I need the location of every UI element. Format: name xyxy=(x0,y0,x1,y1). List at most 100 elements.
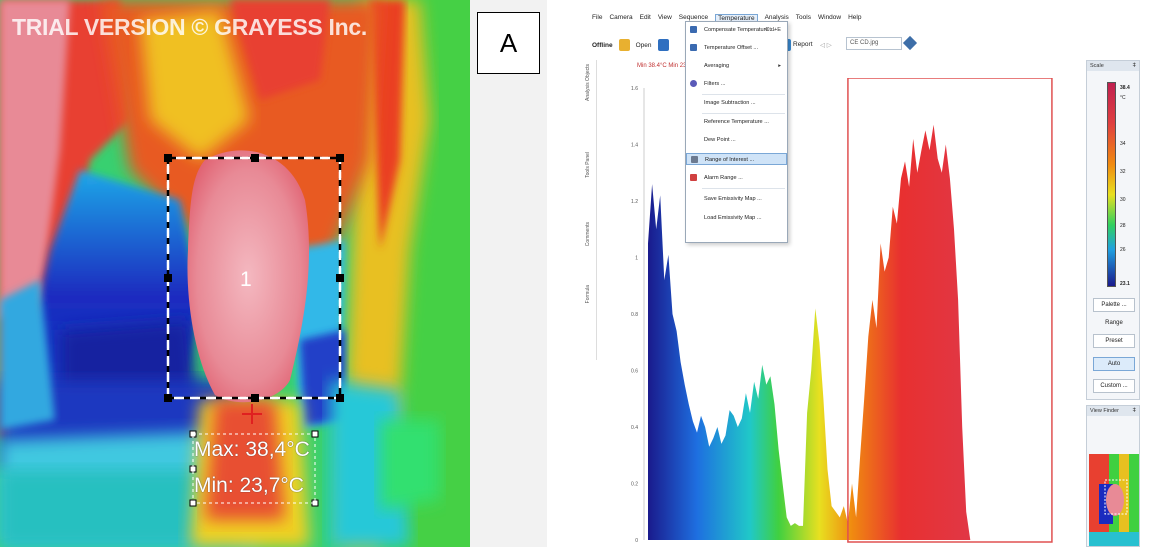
alarm-icon xyxy=(690,174,697,181)
diamond-icon[interactable] xyxy=(902,35,918,51)
compensate-icon xyxy=(690,26,697,33)
menu-window[interactable]: Window xyxy=(817,14,842,21)
thermal-image xyxy=(0,0,547,547)
scale-panel: Scale ǂ 38.4 °C 34 32 30 28 26 23.1 Palet… xyxy=(1086,60,1140,400)
offset-label: Temperature Offset ... xyxy=(704,45,758,51)
submenu-arrow-icon: ▸ xyxy=(778,63,781,69)
scale-tick: 32 xyxy=(1120,169,1126,175)
menu-analysis[interactable]: Analysis xyxy=(764,14,789,21)
temperature-readout: Min 38.4°C Min 23.7°C xyxy=(637,63,699,69)
menu-tools[interactable]: Tools xyxy=(795,14,811,21)
toolbar: Offline Open xyxy=(592,37,669,53)
scale-min-label: 23.1 xyxy=(1120,281,1130,287)
report-button[interactable]: Report xyxy=(793,41,813,48)
compensate-shortcut: Ctrl+E xyxy=(765,27,781,33)
panel-letter-a: A xyxy=(477,12,540,74)
averaging-label: Averaging xyxy=(704,63,730,69)
menu-camera[interactable]: Camera xyxy=(609,14,633,21)
menu-item-compensate-temperature[interactable]: Compensate Temperature ... Ctrl+E xyxy=(686,24,787,36)
menu-item-image-subtraction[interactable]: Image Subtraction ... xyxy=(686,97,787,109)
side-tabs: Analysis Objects Tools Panel Comments Fo… xyxy=(585,60,597,360)
y-tick-label: 1 xyxy=(635,256,638,262)
menu-item-reference-temperature[interactable]: Reference Temperature ... xyxy=(686,116,787,128)
menu-separator xyxy=(702,188,785,189)
scale-title: Scale xyxy=(1090,63,1104,69)
menu-file[interactable]: File xyxy=(592,14,603,21)
range-icon xyxy=(691,156,698,163)
histogram-area xyxy=(648,124,1056,540)
filters-label: Filters ... xyxy=(704,81,726,87)
y-tick-label: 0.4 xyxy=(631,425,638,431)
file-combo[interactable]: CE CD.jpg xyxy=(846,37,902,50)
offset-icon xyxy=(690,44,697,51)
scale-tick: 28 xyxy=(1120,223,1126,229)
menu-item-alarm-range[interactable]: Alarm Range ... xyxy=(686,172,787,184)
open-folder-icon[interactable] xyxy=(618,39,630,51)
trial-watermark: TRIAL VERSION © GRAYESS Inc. xyxy=(12,14,367,40)
pin-icon[interactable]: ǂ xyxy=(1132,63,1136,69)
nav-arrows-icon[interactable]: ◁ ▷ xyxy=(820,42,832,49)
range-of-interest-box[interactable] xyxy=(847,78,1053,543)
scale-unit-label: °C xyxy=(1120,95,1126,101)
save-icon[interactable] xyxy=(657,39,669,51)
menu-separator xyxy=(702,94,785,95)
save-emissivity-label: Save Emissivity Map ... xyxy=(704,196,762,202)
temperature-menu: Compensate Temperature ... Ctrl+E Tempera… xyxy=(685,21,788,243)
max-temperature-label: Max: 38,4°C xyxy=(194,438,310,461)
view-finder-thumbnail[interactable] xyxy=(1089,454,1139,546)
menu-item-save-emissivity[interactable]: Save Emissivity Map ... xyxy=(686,193,787,205)
menu-item-load-emissivity[interactable]: Load Emissivity Map ... xyxy=(686,212,787,224)
range-label: Range of Interest ... xyxy=(705,157,755,163)
subtraction-label: Image Subtraction ... xyxy=(704,100,756,106)
color-scale-bar xyxy=(1107,82,1116,287)
thermal-image-panel: TRIAL VERSION © GRAYESS Inc. 1 Max: 38,4… xyxy=(0,0,547,547)
menu-edit[interactable]: Edit xyxy=(639,14,651,21)
pin-icon[interactable]: ǂ xyxy=(1132,408,1136,414)
software-panel: File Camera Edit View Sequence Temperatu… xyxy=(572,0,1152,547)
y-tick-label: 0.8 xyxy=(631,312,638,318)
open-button[interactable]: Open xyxy=(635,41,652,49)
roi-number: 1 xyxy=(240,268,252,291)
preset-button[interactable]: Preset xyxy=(1093,334,1135,348)
view-finder-header: View Finder ǂ xyxy=(1087,406,1139,416)
view-finder-title: View Finder xyxy=(1090,408,1119,414)
menu-bar: File Camera Edit View Sequence Temperatu… xyxy=(592,14,861,23)
y-tick-label: 1.4 xyxy=(631,143,638,149)
menu-separator xyxy=(702,113,785,114)
histogram-chart: 1.6 1.4 1.2 1 0.8 0.6 0.4 0.2 0 xyxy=(631,78,1056,544)
menu-item-dew-point[interactable]: Dew Point ... xyxy=(686,134,787,146)
min-temperature-label: Min: 23,7°C xyxy=(194,474,304,497)
menu-sequence[interactable]: Sequence xyxy=(678,14,709,21)
range-label: Range xyxy=(1105,320,1123,326)
y-tick-label: 0.6 xyxy=(631,369,638,375)
filters-icon xyxy=(690,80,697,87)
reference-label: Reference Temperature ... xyxy=(704,119,769,125)
load-emissivity-label: Load Emissivity Map ... xyxy=(704,215,762,221)
alarm-label: Alarm Range ... xyxy=(704,175,743,181)
menu-help[interactable]: Help xyxy=(848,14,862,21)
menu-item-averaging[interactable]: Averaging ▸ xyxy=(686,60,787,72)
scale-tick: 26 xyxy=(1120,247,1126,253)
menu-item-temperature-offset[interactable]: Temperature Offset ... xyxy=(686,42,787,54)
y-tick-label: 0.2 xyxy=(631,482,638,488)
y-tick-label: 0 xyxy=(635,538,638,544)
auto-button[interactable]: Auto xyxy=(1093,357,1135,371)
view-finder-panel: View Finder ǂ xyxy=(1086,405,1140,547)
menu-item-filters[interactable]: Filters ... xyxy=(686,78,787,90)
y-tick-label: 1.6 xyxy=(631,86,638,92)
scale-panel-header: Scale ǂ xyxy=(1087,61,1139,71)
crosshair-icon xyxy=(242,404,262,424)
scale-tick: 30 xyxy=(1120,197,1126,203)
menu-view[interactable]: View xyxy=(657,14,672,21)
menu-item-range-of-interest[interactable]: Range of Interest ... xyxy=(686,153,787,165)
y-tick-label: 1.2 xyxy=(631,199,638,205)
offline-label: Offline xyxy=(592,41,613,49)
scale-tick: 34 xyxy=(1120,141,1126,147)
scale-max-label: 38.4 xyxy=(1120,85,1130,91)
dew-point-label: Dew Point ... xyxy=(704,137,736,143)
y-axis: 1.6 1.4 1.2 1 0.8 0.6 0.4 0.2 0 xyxy=(631,86,645,544)
custom-button[interactable]: Custom ... xyxy=(1093,379,1135,393)
palette-button[interactable]: Palette ... xyxy=(1093,298,1135,312)
roi-rectangle[interactable] xyxy=(164,154,344,402)
compensate-label: Compensate Temperature ... xyxy=(704,27,775,33)
